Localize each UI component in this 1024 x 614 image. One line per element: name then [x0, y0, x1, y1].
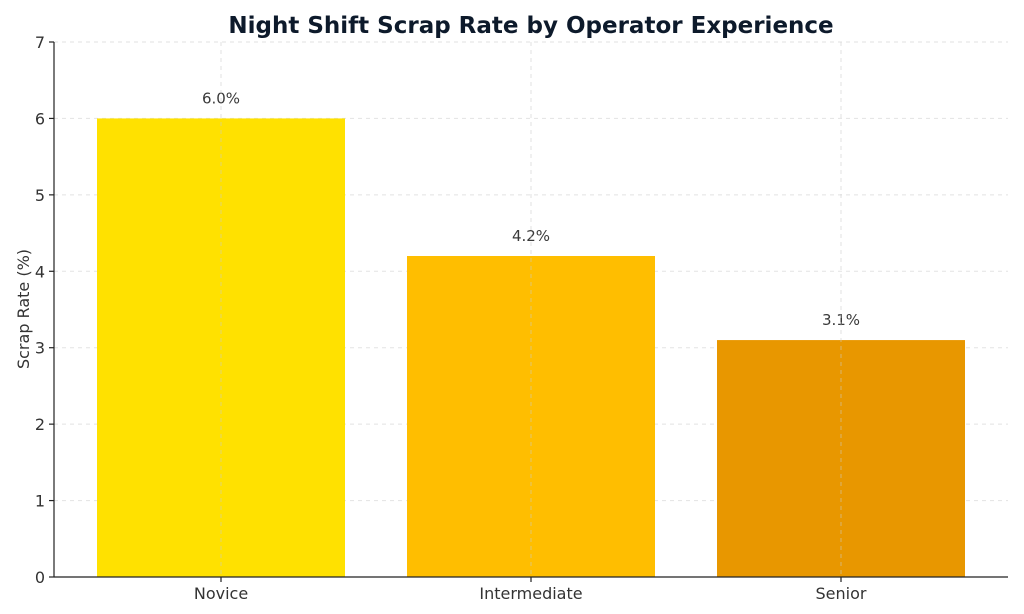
y-tick-label: 5 [35, 186, 45, 205]
data-labels-layer: 6.0%4.2%3.1% [202, 42, 860, 577]
y-tick-label: 7 [35, 33, 45, 52]
x-tick-label: Novice [194, 584, 248, 603]
ticks-layer: 0 1 2 3 4 5 6 7 Novice Intermediate Senior [35, 33, 867, 603]
y-tick-label: 6 [35, 109, 45, 128]
x-tick-label: Intermediate [479, 584, 582, 603]
data-label: 3.1% [822, 311, 860, 329]
chart-title: Night Shift Scrap Rate by Operator Exper… [228, 13, 833, 39]
bar-intermediate [407, 256, 655, 577]
y-tick-label: 2 [35, 415, 45, 434]
y-axis-label: Scrap Rate (%) [14, 249, 33, 369]
y-tick-label: 1 [35, 492, 45, 511]
y-tick-label: 3 [35, 339, 45, 358]
y-tick-label: 0 [35, 568, 45, 587]
y-tick-label: 4 [35, 262, 45, 281]
x-tick-label: Senior [816, 584, 867, 603]
